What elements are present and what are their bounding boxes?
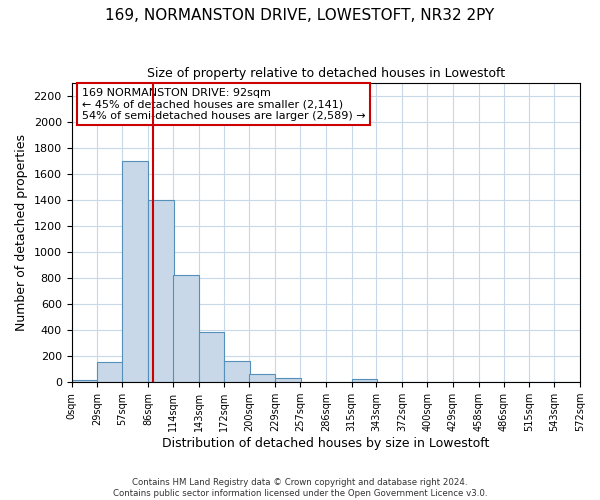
Bar	[148, 200, 174, 382]
Text: Contains HM Land Registry data © Crown copyright and database right 2024.
Contai: Contains HM Land Registry data © Crown c…	[113, 478, 487, 498]
Bar	[352, 379, 377, 382]
Y-axis label: Number of detached properties: Number of detached properties	[15, 134, 28, 331]
Text: 169, NORMANSTON DRIVE, LOWESTOFT, NR32 2PY: 169, NORMANSTON DRIVE, LOWESTOFT, NR32 2…	[106, 8, 494, 22]
X-axis label: Distribution of detached houses by size in Lowestoft: Distribution of detached houses by size …	[162, 437, 490, 450]
Bar	[275, 378, 301, 382]
Bar	[224, 361, 250, 382]
Bar	[199, 332, 224, 382]
Bar	[97, 362, 123, 382]
Bar	[122, 161, 148, 382]
Title: Size of property relative to detached houses in Lowestoft: Size of property relative to detached ho…	[147, 68, 505, 80]
Bar	[173, 275, 199, 382]
Bar	[71, 380, 97, 382]
Bar	[250, 374, 275, 382]
Text: 169 NORMANSTON DRIVE: 92sqm
← 45% of detached houses are smaller (2,141)
54% of : 169 NORMANSTON DRIVE: 92sqm ← 45% of det…	[82, 88, 365, 120]
